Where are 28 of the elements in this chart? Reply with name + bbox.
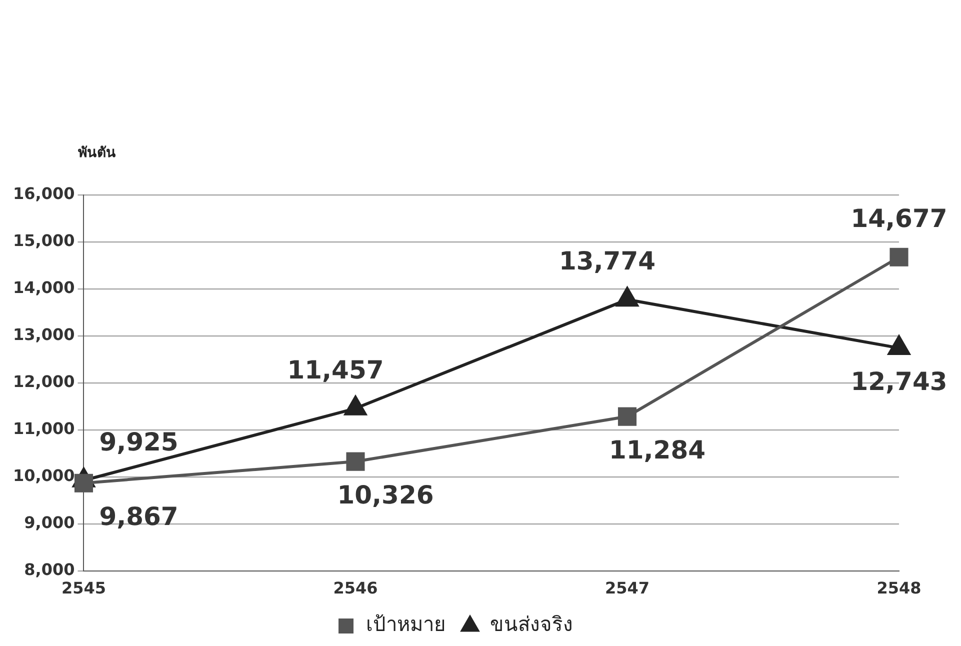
data-label: 9,925: [99, 427, 178, 456]
x-tick-label: 2546: [333, 578, 378, 598]
y-tick-label: 12,000: [12, 372, 75, 392]
legend-label: ขนส่งจริง: [490, 612, 573, 636]
point: [616, 287, 638, 307]
y-axis-title: พันตัน: [78, 145, 116, 161]
data-label: 12,743: [850, 367, 948, 396]
y-tick-label: 8,000: [24, 560, 75, 579]
data-label: 14,677: [850, 204, 948, 234]
data-label: 13,774: [559, 246, 656, 276]
y-tick-label: 13,000: [12, 325, 75, 344]
data-label: 11,284: [609, 436, 706, 465]
data-label: 10,326: [337, 480, 434, 510]
x-tick-label: 2545: [61, 578, 106, 598]
data-label: 9,867: [99, 502, 178, 532]
y-tick-label: 15,000: [12, 231, 75, 250]
point: [618, 407, 637, 426]
y-tick-label: 14,000: [12, 278, 75, 298]
point: [888, 336, 910, 355]
y-tick-label: 9,000: [24, 512, 75, 532]
legend-label: เป้าหมาย: [366, 612, 446, 636]
y-tick-label: 10,000: [12, 466, 75, 486]
x-tick-label: 2548: [876, 578, 922, 598]
x-tick-label: 2547: [604, 578, 650, 598]
point: [346, 452, 365, 471]
data-label: 11,457: [287, 355, 384, 384]
y-tick-label: 11,000: [12, 419, 75, 438]
y-tick-label: 16,000: [12, 184, 75, 204]
